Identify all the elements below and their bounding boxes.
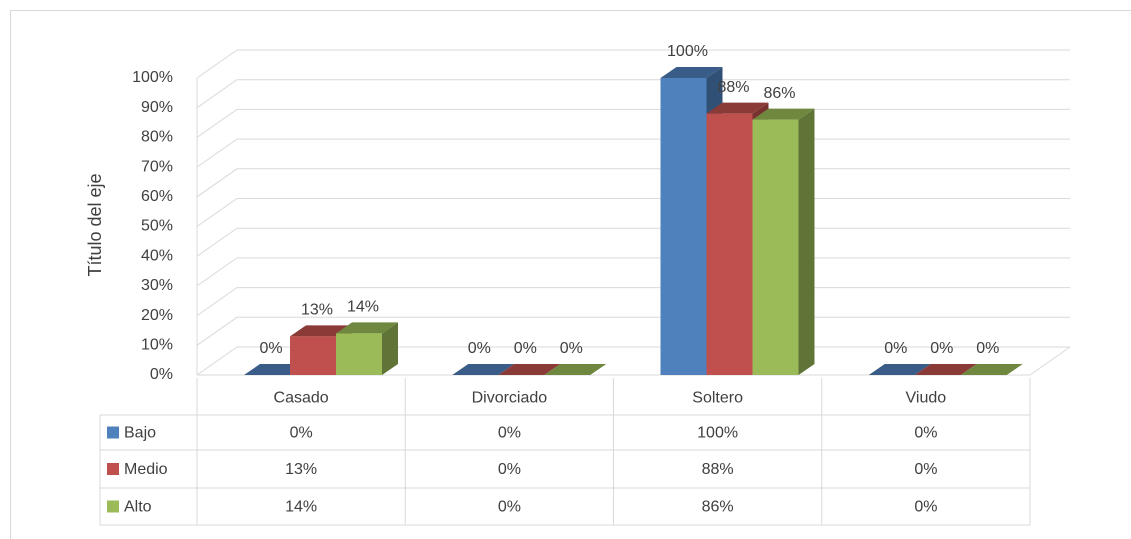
bar-top: [660, 67, 723, 78]
bar-front: [706, 113, 753, 375]
bar-front: [752, 119, 799, 375]
y-tick-label: 40%: [141, 247, 173, 264]
y-tick-label: 80%: [141, 129, 173, 146]
data-label: 14%: [347, 299, 379, 316]
table-cell: 88%: [702, 461, 734, 478]
data-label: 86%: [763, 85, 795, 102]
data-label: 88%: [717, 79, 749, 96]
table-cell: 0%: [914, 425, 937, 442]
bar-front: [660, 78, 707, 375]
bar: [752, 108, 815, 375]
bar-top: [868, 364, 931, 375]
legend-label: Alto: [124, 499, 152, 516]
bar-top: [914, 364, 977, 375]
grid-line: [196, 79, 1070, 109]
table-cell: 0%: [498, 461, 521, 478]
bar-front: [336, 333, 382, 375]
y-tick-label: 50%: [141, 218, 173, 235]
table-cell: 100%: [697, 425, 738, 442]
data-label: 0%: [560, 340, 583, 357]
bar-top: [544, 364, 607, 375]
y-tick-label: 0%: [150, 366, 173, 383]
y-tick-label: 100%: [132, 69, 173, 86]
grid-line: [196, 257, 1070, 287]
y-tick-label: 70%: [141, 158, 173, 175]
bar-side: [798, 108, 815, 375]
grid-line: [196, 168, 1070, 198]
bar: [498, 364, 561, 375]
bar: [452, 364, 515, 375]
legend-swatch: [107, 426, 119, 439]
data-label: 0%: [884, 340, 907, 357]
bar-top: [960, 364, 1023, 375]
grid-line: [196, 138, 1070, 168]
bar: [544, 364, 607, 375]
grid-line: [196, 108, 1070, 138]
x-tick-label: Viudo: [906, 390, 947, 407]
table-cell: 0%: [498, 425, 521, 442]
table-cell: 0%: [914, 499, 937, 516]
bar-front: [290, 336, 336, 375]
grid-line: [196, 49, 1070, 79]
data-label: 0%: [930, 340, 953, 357]
bar: [868, 364, 931, 375]
table-cell: 0%: [498, 499, 521, 516]
x-tick-label: Soltero: [692, 390, 743, 407]
legend-swatch: [107, 463, 119, 475]
table-cell: 13%: [285, 461, 317, 478]
bar-side: [382, 322, 398, 375]
data-label: 0%: [468, 340, 491, 357]
table-cell: 0%: [914, 461, 937, 478]
legend-label: Bajo: [124, 425, 156, 442]
bar: [336, 322, 398, 375]
bar: [960, 364, 1023, 375]
table-cell: 86%: [702, 499, 734, 516]
bar: [914, 364, 977, 375]
y-tick-label: 60%: [141, 188, 173, 205]
data-label: 0%: [259, 340, 282, 357]
y-tick-label: 90%: [141, 99, 173, 116]
bar-top: [752, 108, 815, 120]
y-tick-label: 30%: [141, 277, 173, 294]
x-tick-label: Divorciado: [472, 390, 548, 407]
table-cell: 0%: [290, 425, 313, 442]
grid-line: [196, 198, 1070, 227]
grid-line: [196, 227, 1070, 257]
data-label: 13%: [301, 302, 333, 319]
table-cell: 14%: [285, 499, 317, 516]
x-tick-label: Casado: [274, 390, 329, 407]
legend-label: Medio: [124, 461, 168, 478]
y-axis-title: Título del eje: [85, 173, 105, 276]
bar-top: [498, 364, 561, 375]
y-tick-label: 10%: [141, 337, 173, 354]
bar-top: [452, 364, 515, 375]
y-tick-label: 20%: [141, 307, 173, 324]
floor-right: [1029, 346, 1071, 376]
bar-top: [706, 102, 769, 114]
data-label: 100%: [667, 43, 708, 60]
data-label: 0%: [514, 340, 537, 357]
legend-swatch: [107, 500, 119, 513]
data-label: 0%: [976, 340, 999, 357]
bar-top: [336, 322, 398, 334]
